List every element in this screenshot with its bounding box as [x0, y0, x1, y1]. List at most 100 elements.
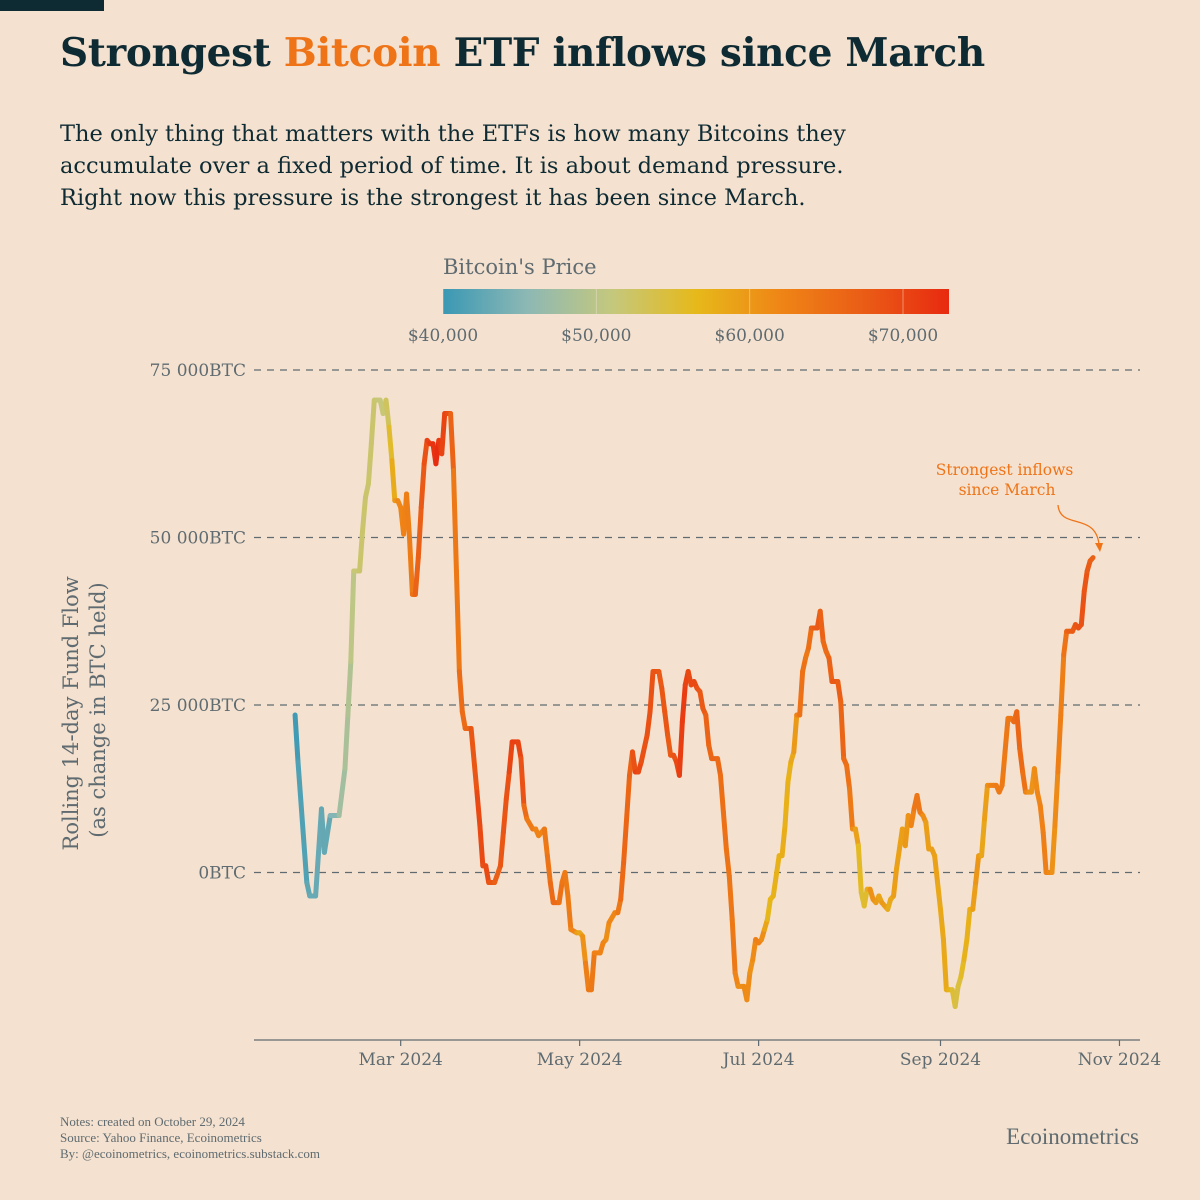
x-tick-label: Nov 2024	[1078, 1050, 1161, 1070]
annotation-arrow	[1057, 504, 1100, 545]
footnotes: Notes: created on October 29, 2024 Sourc…	[60, 1114, 320, 1162]
annotation-line: since March	[959, 481, 1056, 499]
flow-series-line	[292, 397, 1096, 1009]
series-segment	[665, 732, 674, 758]
series-segment	[515, 739, 524, 762]
series-segment	[453, 568, 462, 674]
series-segment	[644, 709, 653, 738]
series-segment	[629, 749, 638, 775]
series-segment	[676, 719, 685, 778]
series-segment	[603, 920, 612, 942]
series-segment	[477, 823, 486, 869]
notes-text: Notes: created on October 29, 2024	[60, 1114, 245, 1129]
series-segment	[785, 759, 794, 785]
series-segment	[961, 937, 970, 963]
series-segment	[503, 769, 512, 802]
subtitle-line: accumulate over a fixed period of time. …	[60, 153, 844, 179]
series-segment	[618, 859, 627, 902]
series-segment	[979, 816, 988, 859]
series-segment	[1020, 769, 1029, 795]
series-segment	[838, 699, 847, 762]
series-segment	[1040, 829, 1049, 875]
series-segment	[982, 782, 990, 822]
y-tick-label: 25 000BTC	[150, 696, 246, 716]
x-tick-label: May 2024	[537, 1050, 623, 1070]
series-segment	[720, 809, 729, 852]
series-segment	[1055, 712, 1064, 775]
series-segment	[999, 749, 1008, 788]
series-segment	[1002, 715, 1011, 755]
series-segment	[492, 863, 503, 886]
series-segment	[805, 625, 814, 651]
x-tick-label: Sep 2024	[900, 1050, 981, 1070]
series-segment	[703, 712, 712, 748]
series-segment	[952, 983, 961, 1009]
series-segment	[386, 424, 395, 463]
series-segment	[744, 970, 753, 1003]
series-segment	[855, 843, 864, 896]
series-segment	[659, 685, 668, 715]
series-segment	[292, 712, 301, 765]
series-segment	[717, 772, 726, 815]
series-segment	[715, 756, 723, 778]
series-segment	[1049, 823, 1058, 875]
series-segment	[412, 555, 421, 597]
series-segment	[1031, 766, 1040, 795]
series-segment	[562, 870, 571, 899]
series-segment	[406, 535, 415, 597]
series-segment	[583, 960, 591, 993]
series-segment	[973, 853, 982, 886]
series-segment	[448, 411, 456, 473]
series-segment	[621, 772, 633, 865]
series-segment	[1081, 568, 1090, 594]
series-segment	[483, 863, 492, 886]
series-segment	[415, 504, 424, 561]
series-segment	[891, 866, 899, 899]
x-tick-label: Mar 2024	[359, 1050, 443, 1070]
gridlines	[254, 369, 1140, 874]
x-axis-ticks: Mar 2024 May 2024 Jul 2024 Sep 2024 Nov 2024	[359, 1040, 1161, 1070]
series-segment	[908, 806, 917, 829]
series-segment	[638, 732, 650, 765]
series-segment	[932, 853, 941, 886]
page-title: Strongest Bitcoin ETF inflows since Marc…	[60, 30, 985, 76]
colorbar-tick-label: $70,000	[868, 326, 938, 346]
series-segment	[450, 468, 459, 574]
series-segment	[336, 766, 348, 819]
series-segment	[764, 896, 773, 922]
annotation: Strongest inflows since March	[936, 461, 1103, 552]
colorbar-ticks: $40,000 $50,000 $60,000 $70,000	[408, 289, 938, 346]
series-segment	[500, 796, 509, 835]
series-segment	[852, 826, 861, 849]
series-segment	[506, 739, 515, 775]
series-segment	[321, 813, 333, 855]
series-segment	[656, 669, 665, 691]
title-accent: Bitcoin	[283, 30, 441, 76]
series-segment	[342, 712, 351, 772]
series-segment	[459, 709, 468, 731]
series-segment	[365, 441, 374, 487]
series-segment	[940, 937, 949, 993]
series-segment	[647, 669, 656, 715]
series-segment	[1078, 588, 1087, 628]
series-segment	[662, 709, 671, 738]
y-axis-label: Rolling 14-day Fund Flow (as change in B…	[59, 570, 110, 851]
byline-text: By: @ecoinometrics, ecoinometrics.substa…	[60, 1146, 320, 1161]
y-axis-label-line: (as change in BTC held)	[86, 582, 110, 837]
subtitle: The only thing that matters with the ETF…	[60, 118, 1060, 214]
corner-accent-bar	[0, 0, 104, 11]
series-segment	[313, 849, 322, 899]
series-segment	[1037, 803, 1046, 835]
series-segment	[964, 906, 973, 942]
y-axis-ticks: 0BTC 25 000BTC 50 000BTC 75 000BTC	[150, 361, 246, 884]
annotation-line: Strongest inflows	[936, 461, 1074, 479]
series-segment	[580, 933, 589, 966]
series-segment	[360, 494, 368, 534]
series-segment	[497, 829, 506, 869]
series-segment	[1058, 652, 1067, 718]
brand-name: Ecoinometrics	[1006, 1124, 1139, 1149]
series-segment	[348, 568, 357, 664]
series-segment	[847, 786, 855, 832]
series-segment	[556, 880, 565, 906]
y-axis-label-line: Rolling 14-day Fund Flow	[59, 576, 83, 850]
